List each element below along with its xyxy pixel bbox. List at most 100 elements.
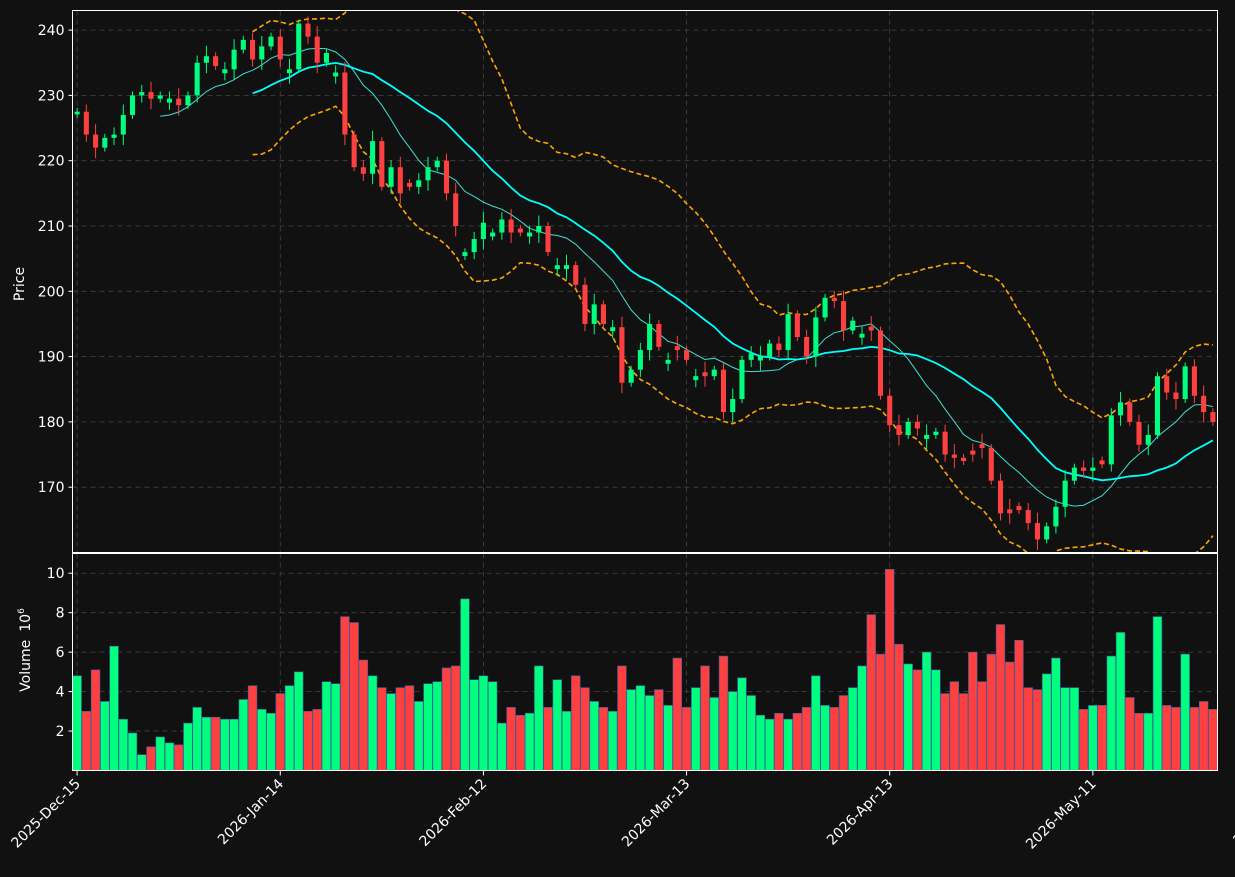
- volume-tick-label: 10: [47, 566, 65, 582]
- volume-bar: [322, 682, 331, 771]
- candle-body: [998, 481, 1003, 514]
- candle-body: [601, 304, 606, 324]
- candle-body: [896, 425, 901, 435]
- volume-bar: [802, 707, 811, 770]
- volume-bar: [913, 670, 922, 771]
- candle: [352, 131, 357, 171]
- volume-bar: [442, 668, 451, 771]
- volume-bar: [1135, 713, 1144, 770]
- candle-body: [675, 346, 680, 350]
- candle: [656, 320, 661, 351]
- candle-body: [518, 229, 523, 233]
- volume-bar: [433, 682, 442, 771]
- candle-body: [315, 37, 320, 63]
- candle-body: [352, 135, 357, 168]
- volume-bar: [673, 658, 682, 770]
- volume-bar: [968, 652, 977, 770]
- price-tick-label: 220: [38, 154, 65, 170]
- candle-body: [1155, 376, 1160, 435]
- candle-body: [573, 265, 578, 285]
- candle-body: [139, 92, 144, 95]
- volume-bar: [387, 694, 396, 771]
- candle-body: [887, 396, 892, 425]
- candle-body: [906, 422, 911, 435]
- price-tick-label: 170: [38, 480, 65, 496]
- volume-bar: [331, 684, 340, 771]
- candle-body: [647, 324, 652, 350]
- volume-bar: [784, 719, 793, 770]
- volume-bar: [128, 733, 137, 770]
- candle-body: [804, 337, 809, 357]
- candle: [342, 62, 347, 145]
- volume-tick-label: 4: [56, 685, 65, 701]
- candle-body: [296, 24, 301, 70]
- volume-bar: [211, 717, 220, 770]
- candle-body: [370, 141, 375, 174]
- candle-body: [656, 324, 661, 347]
- candle-body: [1127, 402, 1132, 422]
- candle-body: [1053, 507, 1058, 527]
- candle-body: [1183, 366, 1188, 399]
- volume-bar: [257, 709, 266, 770]
- volume-bar: [368, 676, 377, 771]
- candle-body: [1118, 402, 1123, 415]
- volume-bar: [793, 713, 802, 770]
- volume-bar: [193, 707, 202, 770]
- volume-bar: [313, 709, 322, 770]
- volume-bar: [830, 707, 839, 770]
- candle-body: [702, 372, 707, 376]
- candle: [1127, 398, 1132, 425]
- volume-bar: [848, 688, 857, 771]
- volume-bar: [507, 707, 516, 770]
- volume-bar: [377, 688, 386, 771]
- candle-body: [859, 334, 864, 338]
- volume-bar: [110, 646, 119, 770]
- volume-bar: [414, 701, 423, 770]
- volume-bar: [775, 713, 784, 770]
- candle-body: [813, 317, 818, 356]
- volume-bar: [147, 747, 156, 771]
- candle-body: [527, 233, 532, 237]
- volume-bar: [664, 705, 673, 770]
- volume-bar: [165, 743, 174, 771]
- candle-body: [259, 46, 264, 59]
- volume-bar: [73, 676, 82, 771]
- volume-bar: [978, 682, 987, 771]
- candle-body: [582, 285, 587, 324]
- volume-bar: [654, 690, 663, 771]
- candle-body: [75, 112, 80, 115]
- volume-bar: [544, 707, 553, 770]
- volume-bar: [701, 666, 710, 771]
- candle-body: [398, 167, 403, 193]
- volume-bar: [608, 711, 617, 770]
- volume-bar: [1144, 713, 1153, 770]
- volume-bar: [562, 711, 571, 770]
- candle-body: [924, 435, 929, 439]
- volume-tick-label: 8: [56, 606, 65, 622]
- candle-body: [490, 233, 495, 237]
- candle-body: [333, 73, 338, 77]
- volume-bar: [738, 678, 747, 771]
- volume-bar: [931, 670, 940, 771]
- volume-axis-label: Volume106: [17, 608, 34, 692]
- candle-body: [278, 37, 283, 60]
- volume-bar: [645, 696, 654, 771]
- volume-bar: [1153, 617, 1162, 771]
- volume-bar: [821, 705, 830, 770]
- candle-body: [268, 37, 273, 47]
- candle-body: [158, 95, 163, 98]
- volume-bar: [811, 676, 820, 771]
- candle: [573, 261, 578, 288]
- candle-body: [481, 223, 486, 239]
- candle-body: [148, 92, 153, 99]
- candle-body: [462, 252, 467, 256]
- candle: [546, 222, 551, 256]
- price-tick-label: 200: [38, 284, 65, 300]
- volume-bar: [525, 713, 534, 770]
- volume-bar: [248, 686, 257, 771]
- candle-body: [1201, 396, 1206, 412]
- price-axis-label: Price: [12, 267, 28, 301]
- volume-bar: [636, 686, 645, 771]
- candle-body: [961, 458, 966, 461]
- volume-bar: [1079, 709, 1088, 770]
